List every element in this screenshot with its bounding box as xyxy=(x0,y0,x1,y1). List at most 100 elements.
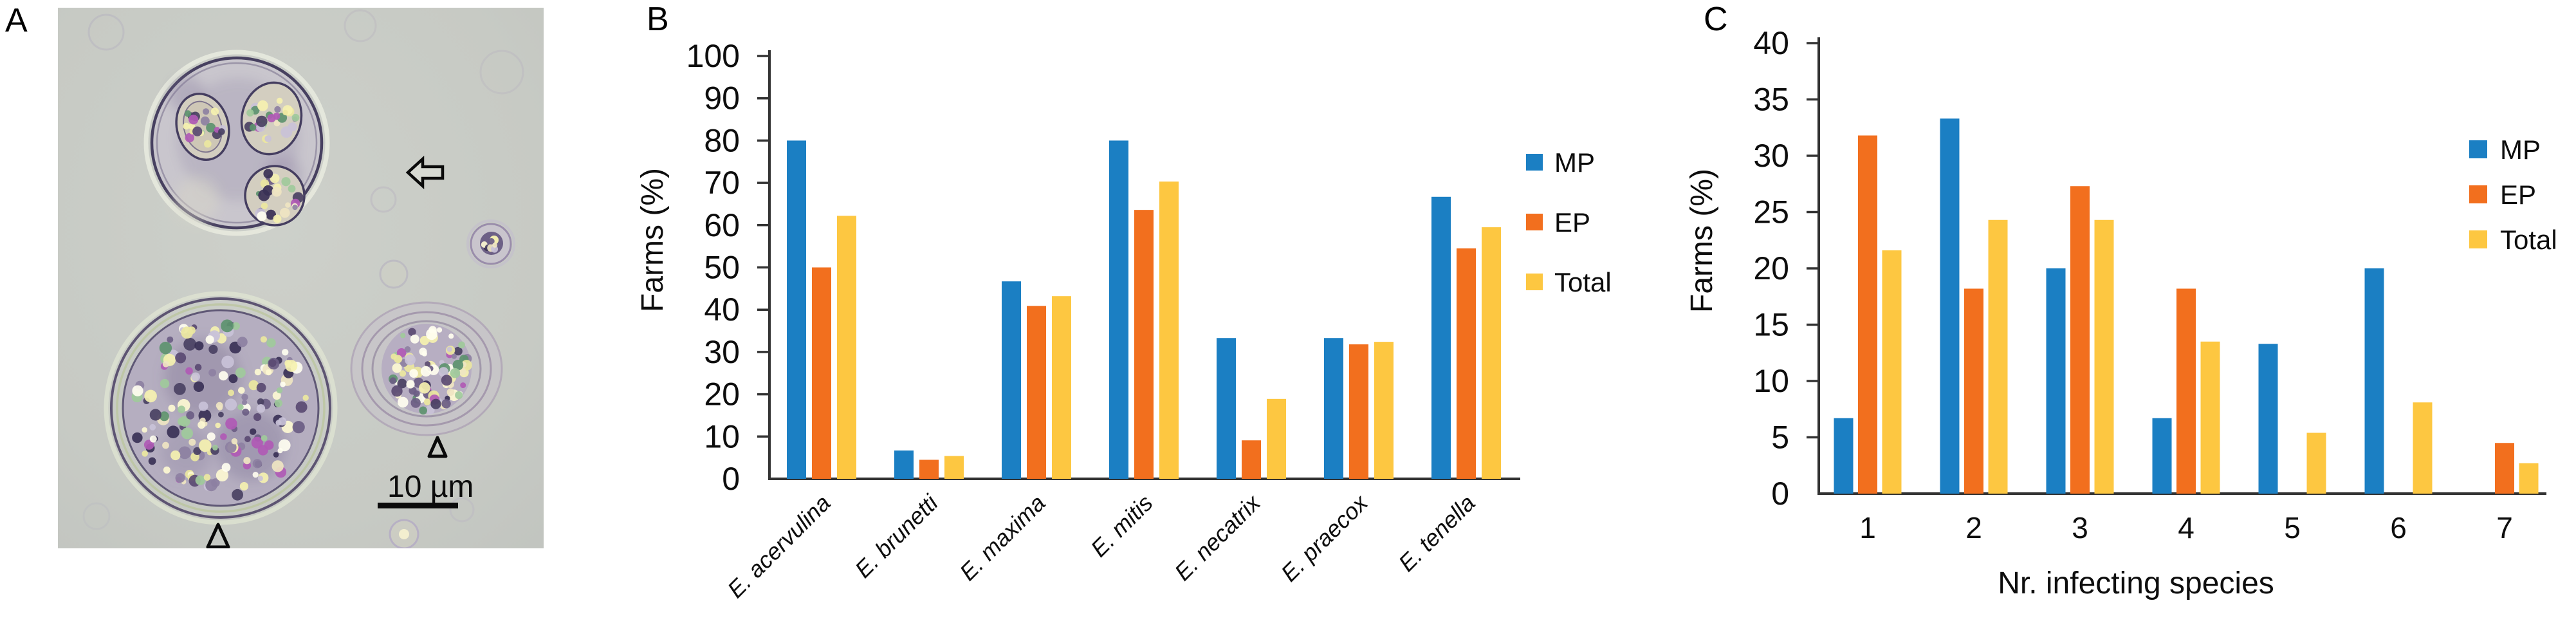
speckle xyxy=(218,128,225,135)
legend-swatch-EP xyxy=(1526,214,1543,230)
speckle xyxy=(237,404,244,411)
speckle xyxy=(163,466,170,474)
x-axis-title: Nr. infecting species xyxy=(1998,566,2274,600)
cell-small xyxy=(466,219,515,268)
speckle xyxy=(266,338,276,348)
speckle xyxy=(253,413,262,422)
bar-EP-E. necatrix xyxy=(1242,440,1261,479)
bar-MP-E. necatrix xyxy=(1217,338,1236,479)
speckle xyxy=(178,405,186,414)
speckle xyxy=(271,187,282,197)
speckle xyxy=(423,398,431,405)
speckle xyxy=(132,432,143,443)
speckle xyxy=(167,336,174,343)
y-tick-label: 20 xyxy=(1753,250,1789,286)
speckle xyxy=(448,333,454,339)
speckle xyxy=(189,438,196,446)
speckle xyxy=(208,344,218,354)
y-tick-label: 10 xyxy=(704,418,740,454)
speckle xyxy=(200,116,210,125)
speckle xyxy=(280,207,290,218)
bar-chart-species: 0 10 20 30 40 50 60 70 80 90 100 E. acervulina E. br… xyxy=(636,38,1612,603)
bar-EP-4 xyxy=(2176,288,2196,494)
speckle xyxy=(282,349,289,356)
bar-MP-6 xyxy=(2364,268,2384,494)
speckle xyxy=(225,398,237,411)
speckle xyxy=(191,372,200,382)
bar-MP-5 xyxy=(2258,344,2278,494)
bar-Total-4 xyxy=(2200,341,2220,494)
speckle xyxy=(257,476,263,481)
speckle xyxy=(225,418,237,430)
speckle xyxy=(282,109,288,116)
speckle xyxy=(198,401,208,411)
speckle xyxy=(288,185,296,193)
speckle xyxy=(215,422,221,429)
y-tick-label: 60 xyxy=(704,207,740,243)
speckle xyxy=(143,440,154,450)
oocyst-speckles xyxy=(131,319,309,501)
speckle xyxy=(194,364,202,371)
bar-MP-E. brunetti xyxy=(894,450,914,479)
speckle xyxy=(149,435,157,443)
speckle xyxy=(238,387,245,394)
bar-MP-E. praecox xyxy=(1324,338,1343,479)
bar-EP-2 xyxy=(1964,288,1983,494)
speckle xyxy=(410,334,419,344)
speckle xyxy=(142,427,147,433)
speckle xyxy=(210,107,219,116)
x-category-label: 2 xyxy=(1965,511,1982,544)
x-category-label: 6 xyxy=(2390,511,2407,544)
speckle xyxy=(419,406,427,415)
speckle xyxy=(199,439,212,452)
scale-bar-line xyxy=(378,503,458,508)
speckle xyxy=(302,395,309,401)
arrowhead-icon-large-oocyst xyxy=(206,523,230,548)
speckle xyxy=(256,115,268,127)
speckle xyxy=(204,140,212,148)
speckle xyxy=(162,360,169,367)
bar-EP-E. acervulina xyxy=(812,267,831,479)
panel-a-label: A xyxy=(5,2,28,39)
speckle xyxy=(488,238,495,245)
bar-MP-E. tenella xyxy=(1431,196,1451,479)
bar-Total-7 xyxy=(2519,463,2539,494)
speckle xyxy=(181,326,194,339)
legend-swatch-MP xyxy=(1526,154,1543,171)
bar-Total-6 xyxy=(2413,402,2433,494)
bar-Total-E. praecox xyxy=(1374,342,1394,479)
x-category-label: E. brunetti xyxy=(850,489,944,583)
speckle xyxy=(148,457,156,465)
speckle xyxy=(399,370,407,377)
speckle xyxy=(142,451,148,457)
sporocyst-speckles xyxy=(183,107,226,148)
bar-Total-E. brunetti xyxy=(944,456,964,479)
speckle xyxy=(239,482,248,491)
speckle xyxy=(281,177,291,187)
speckle xyxy=(291,113,300,122)
speckle xyxy=(406,380,415,389)
speckle xyxy=(185,133,194,143)
speckle xyxy=(251,436,263,449)
speckle xyxy=(458,341,465,349)
debris-granule xyxy=(389,519,419,548)
bar-Total-E. mitis xyxy=(1159,181,1179,479)
x-category-label: E. necatrix xyxy=(1169,488,1266,586)
speckle xyxy=(257,211,267,221)
speckle xyxy=(426,328,437,340)
bar-Total-5 xyxy=(2306,432,2326,494)
speckle xyxy=(274,106,281,113)
speckle xyxy=(192,126,203,136)
speckle xyxy=(185,367,193,375)
y-tick-label: 70 xyxy=(704,165,740,201)
bar-Total-2 xyxy=(1988,219,2008,494)
speckle xyxy=(446,388,455,396)
speckle xyxy=(438,367,449,377)
speckle xyxy=(280,381,286,387)
y-tick-label: 30 xyxy=(1753,138,1789,174)
speckle xyxy=(167,425,179,438)
bar-Total-E. acervulina xyxy=(837,216,856,479)
speckle xyxy=(208,369,216,376)
speckle xyxy=(207,432,216,441)
speckle xyxy=(252,472,259,478)
